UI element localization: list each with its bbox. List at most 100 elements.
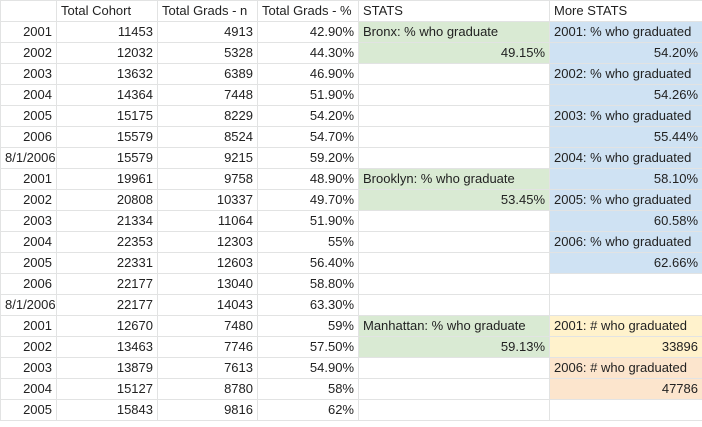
more-stats-cell[interactable]: 2002: % who graduated	[549, 63, 702, 85]
stats-cell[interactable]	[358, 84, 550, 106]
total-grads-pct-cell[interactable]: 54.20%	[257, 105, 359, 127]
stats-cell[interactable]	[358, 273, 550, 295]
row-label-cell[interactable]: 2003	[0, 63, 57, 85]
row-label-cell[interactable]: 8/1/2006	[0, 147, 57, 169]
stats-cell[interactable]: 59.13%	[358, 336, 550, 358]
total-cohort-cell[interactable]: 20808	[56, 189, 158, 211]
total-grads-pct-cell[interactable]: 62%	[257, 399, 359, 421]
row-label-cell[interactable]: 2004	[0, 231, 57, 253]
more-stats-cell[interactable]	[549, 399, 702, 421]
stats-cell[interactable]: 53.45%	[358, 189, 550, 211]
total-grads-pct-cell[interactable]: 63.30%	[257, 294, 359, 316]
more-stats-cell[interactable]: 47786	[549, 378, 702, 400]
more-stats-cell[interactable]	[549, 294, 702, 316]
total-cohort-cell[interactable]: 12032	[56, 42, 158, 64]
total-grads-pct-cell[interactable]: 57.50%	[257, 336, 359, 358]
stats-cell[interactable]	[358, 231, 550, 253]
row-label-cell[interactable]: 2001	[0, 168, 57, 190]
stats-cell[interactable]	[358, 147, 550, 169]
total-grads-pct-cell[interactable]: 56.40%	[257, 252, 359, 274]
more-stats-cell[interactable]: 2004: % who graduated	[549, 147, 702, 169]
row-label-cell[interactable]: 2001	[0, 315, 57, 337]
column-header-3[interactable]: Total Grads - %	[257, 0, 359, 22]
more-stats-cell[interactable]	[549, 273, 702, 295]
total-grads-pct-cell[interactable]: 54.90%	[257, 357, 359, 379]
total-grads-pct-cell[interactable]: 51.90%	[257, 84, 359, 106]
total-grads-n-cell[interactable]: 8524	[157, 126, 258, 148]
total-cohort-cell[interactable]: 22353	[56, 231, 158, 253]
total-grads-pct-cell[interactable]: 59%	[257, 315, 359, 337]
total-cohort-cell[interactable]: 14364	[56, 84, 158, 106]
stats-cell[interactable]	[358, 63, 550, 85]
total-grads-n-cell[interactable]: 9816	[157, 399, 258, 421]
stats-cell[interactable]	[358, 357, 550, 379]
row-label-cell[interactable]: 2002	[0, 189, 57, 211]
total-cohort-cell[interactable]: 15579	[56, 147, 158, 169]
total-grads-n-cell[interactable]: 11064	[157, 210, 258, 232]
total-cohort-cell[interactable]: 15127	[56, 378, 158, 400]
more-stats-cell[interactable]: 2006: % who graduated	[549, 231, 702, 253]
more-stats-cell[interactable]: 33896	[549, 336, 702, 358]
row-label-cell[interactable]: 2004	[0, 84, 57, 106]
total-cohort-cell[interactable]: 21334	[56, 210, 158, 232]
total-grads-n-cell[interactable]: 8780	[157, 378, 258, 400]
total-grads-n-cell[interactable]: 14043	[157, 294, 258, 316]
total-cohort-cell[interactable]: 19961	[56, 168, 158, 190]
total-grads-n-cell[interactable]: 5328	[157, 42, 258, 64]
total-grads-pct-cell[interactable]: 58.80%	[257, 273, 359, 295]
row-label-cell[interactable]: 2002	[0, 336, 57, 358]
total-grads-pct-cell[interactable]: 49.70%	[257, 189, 359, 211]
stats-cell[interactable]	[358, 252, 550, 274]
total-cohort-cell[interactable]: 22177	[56, 294, 158, 316]
column-header-5[interactable]: More STATS	[549, 0, 702, 22]
stats-cell[interactable]: Manhattan: % who graduate	[358, 315, 550, 337]
total-grads-n-cell[interactable]: 7480	[157, 315, 258, 337]
column-header-4[interactable]: STATS	[358, 0, 550, 22]
stats-cell[interactable]	[358, 399, 550, 421]
total-grads-n-cell[interactable]: 10337	[157, 189, 258, 211]
column-header-0[interactable]	[0, 0, 57, 22]
total-grads-pct-cell[interactable]: 46.90%	[257, 63, 359, 85]
stats-cell[interactable]	[358, 126, 550, 148]
total-cohort-cell[interactable]: 13632	[56, 63, 158, 85]
total-cohort-cell[interactable]: 15579	[56, 126, 158, 148]
stats-cell[interactable]	[358, 378, 550, 400]
total-grads-pct-cell[interactable]: 42.90%	[257, 21, 359, 43]
more-stats-cell[interactable]: 62.66%	[549, 252, 702, 274]
total-grads-pct-cell[interactable]: 55%	[257, 231, 359, 253]
column-header-2[interactable]: Total Grads - n	[157, 0, 258, 22]
total-grads-pct-cell[interactable]: 44.30%	[257, 42, 359, 64]
row-label-cell[interactable]: 2006	[0, 273, 57, 295]
row-label-cell[interactable]: 2005	[0, 105, 57, 127]
total-cohort-cell[interactable]: 11453	[56, 21, 158, 43]
more-stats-cell[interactable]: 2001: # who graduated	[549, 315, 702, 337]
total-cohort-cell[interactable]: 22331	[56, 252, 158, 274]
more-stats-cell[interactable]: 2003: % who graduated	[549, 105, 702, 127]
row-label-cell[interactable]: 2005	[0, 252, 57, 274]
row-label-cell[interactable]: 2006	[0, 126, 57, 148]
more-stats-cell[interactable]: 2005: % who graduated	[549, 189, 702, 211]
more-stats-cell[interactable]: 58.10%	[549, 168, 702, 190]
more-stats-cell[interactable]: 2001: % who graduated	[549, 21, 702, 43]
row-label-cell[interactable]: 2001	[0, 21, 57, 43]
row-label-cell[interactable]: 8/1/2006	[0, 294, 57, 316]
more-stats-cell[interactable]: 60.58%	[549, 210, 702, 232]
total-cohort-cell[interactable]: 15843	[56, 399, 158, 421]
total-cohort-cell[interactable]: 13463	[56, 336, 158, 358]
more-stats-cell[interactable]: 2006: # who graduated	[549, 357, 702, 379]
row-label-cell[interactable]: 2003	[0, 357, 57, 379]
total-grads-n-cell[interactable]: 9215	[157, 147, 258, 169]
column-header-1[interactable]: Total Cohort	[56, 0, 158, 22]
row-label-cell[interactable]: 2004	[0, 378, 57, 400]
total-grads-n-cell[interactable]: 7613	[157, 357, 258, 379]
total-grads-pct-cell[interactable]: 48.90%	[257, 168, 359, 190]
total-grads-n-cell[interactable]: 7448	[157, 84, 258, 106]
total-grads-n-cell[interactable]: 9758	[157, 168, 258, 190]
total-grads-pct-cell[interactable]: 59.20%	[257, 147, 359, 169]
row-label-cell[interactable]: 2003	[0, 210, 57, 232]
total-grads-n-cell[interactable]: 12303	[157, 231, 258, 253]
total-cohort-cell[interactable]: 12670	[56, 315, 158, 337]
row-label-cell[interactable]: 2005	[0, 399, 57, 421]
total-cohort-cell[interactable]: 15175	[56, 105, 158, 127]
stats-cell[interactable]	[358, 210, 550, 232]
